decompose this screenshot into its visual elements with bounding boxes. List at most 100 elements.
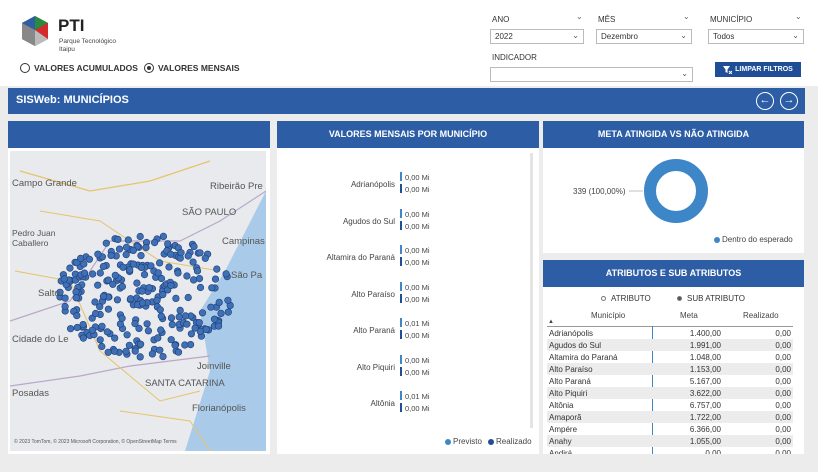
municipality-marker[interactable] [80, 260, 88, 268]
municipality-marker[interactable] [88, 326, 96, 334]
municipality-marker[interactable] [211, 275, 220, 283]
municipality-marker[interactable] [213, 265, 221, 273]
bar-previsto[interactable] [400, 208, 402, 218]
municipality-marker[interactable] [202, 325, 210, 333]
municipality-marker[interactable] [167, 250, 175, 258]
municipality-marker[interactable] [154, 334, 162, 342]
municipality-marker[interactable] [104, 348, 112, 356]
municipality-marker[interactable] [187, 330, 195, 338]
municipio-select[interactable]: Todos ⌄ [708, 29, 804, 44]
municipality-marker[interactable] [94, 281, 102, 289]
municipality-marker[interactable] [123, 331, 131, 339]
ano-select[interactable]: 2022 ⌄ [490, 29, 584, 44]
column-header-realizado[interactable]: Realizado [743, 311, 779, 320]
municipality-marker[interactable] [189, 258, 197, 266]
municipality-marker[interactable] [167, 336, 175, 344]
municipality-marker[interactable] [181, 341, 189, 349]
municipality-marker[interactable] [114, 235, 122, 243]
municipality-marker[interactable] [184, 252, 192, 260]
municipality-marker[interactable] [154, 269, 162, 277]
municipality-marker[interactable] [175, 313, 183, 321]
municipality-marker[interactable] [224, 296, 232, 304]
ano-collapse-chevron-icon[interactable]: ⌄ [576, 12, 583, 21]
municipality-marker[interactable] [91, 298, 99, 306]
option-atributo[interactable]: ATRIBUTO [601, 294, 651, 303]
municipality-marker[interactable] [153, 296, 161, 304]
municipality-marker[interactable] [124, 236, 132, 244]
bar-chart[interactable]: Adrianópolis 0,00 Mi 0,00 Mi Agudos do Su… [277, 148, 539, 453]
municipality-marker[interactable] [142, 243, 150, 252]
municipality-marker[interactable] [88, 270, 97, 278]
table-row[interactable]: Amaporã 1.722,00 0,00 [547, 411, 793, 423]
indicador-select[interactable]: ⌄ [490, 67, 693, 82]
municipality-marker[interactable] [201, 254, 209, 262]
municipality-marker[interactable] [138, 299, 147, 307]
municipality-marker[interactable] [129, 260, 137, 268]
municipality-marker[interactable] [217, 309, 225, 317]
municipality-marker[interactable] [157, 312, 165, 320]
municipality-marker[interactable] [133, 279, 141, 287]
bar-realizado[interactable] [400, 403, 402, 412]
municipality-marker[interactable] [156, 306, 164, 314]
municipality-marker[interactable] [102, 239, 110, 247]
municipality-marker[interactable] [137, 340, 145, 348]
table-row[interactable]: Alto Paraíso 1.153,00 0,00 [547, 363, 793, 375]
municipality-marker[interactable] [115, 245, 124, 253]
municipality-marker[interactable] [113, 296, 121, 304]
municipality-marker[interactable] [66, 264, 74, 272]
municipality-marker[interactable] [196, 249, 204, 257]
municipality-marker[interactable] [98, 342, 106, 351]
bar-previsto[interactable] [400, 245, 402, 254]
option-sub-atributo[interactable]: SUB ATRIBUTO [677, 294, 745, 303]
municipality-marker[interactable] [159, 353, 167, 361]
radio-valores-acumulados[interactable]: VALORES ACUMULADOS [20, 63, 138, 73]
mes-select[interactable]: Dezembro ⌄ [596, 29, 692, 44]
municipality-marker[interactable] [208, 284, 216, 292]
bar-previsto[interactable] [400, 354, 402, 364]
bar-realizado[interactable] [400, 184, 402, 193]
column-header-meta[interactable]: Meta [680, 311, 698, 320]
municipality-marker[interactable] [148, 350, 156, 358]
municipality-marker[interactable] [144, 327, 152, 335]
table-row[interactable]: Alto Paraná 5.167,00 0,00 [547, 375, 793, 387]
municipality-marker[interactable] [172, 294, 180, 302]
municipality-marker[interactable] [159, 291, 167, 299]
bar-previsto[interactable] [400, 391, 402, 400]
bar-realizado[interactable] [400, 366, 402, 376]
municipality-marker[interactable] [159, 232, 167, 240]
map-view[interactable]: Campo Grande Ribeirão Pre SÃO PAULO Pedr… [10, 151, 266, 451]
municipality-marker[interactable] [73, 323, 81, 332]
municipality-marker[interactable] [167, 281, 175, 290]
sort-ascending-icon[interactable]: ▲ [548, 319, 554, 325]
municipality-marker[interactable] [157, 326, 165, 334]
municipality-marker[interactable] [168, 321, 176, 329]
municipality-marker[interactable] [76, 254, 85, 262]
donut-slice[interactable] [644, 159, 708, 223]
municipality-marker[interactable] [104, 276, 112, 284]
municipality-marker[interactable] [177, 249, 185, 257]
mes-collapse-chevron-icon[interactable]: ⌄ [683, 12, 690, 21]
radio-valores-mensais[interactable]: VALORES MENSAIS [144, 63, 240, 73]
municipality-marker[interactable] [131, 347, 139, 355]
municipality-marker[interactable] [99, 292, 107, 300]
municipality-marker[interactable] [174, 269, 182, 277]
municipality-marker[interactable] [156, 259, 164, 267]
bar-realizado[interactable] [400, 330, 402, 339]
municipality-marker[interactable] [137, 263, 145, 271]
table-row[interactable]: Adrianópolis 1.400,00 0,00 [547, 327, 793, 339]
table-row[interactable]: Altônia 6.757,00 0,00 [547, 399, 793, 411]
municipality-marker[interactable] [164, 240, 172, 248]
municipality-marker[interactable] [171, 341, 179, 349]
municipality-marker[interactable] [210, 315, 219, 323]
municipality-marker[interactable] [224, 308, 232, 316]
municipality-marker[interactable] [79, 334, 87, 342]
municipality-marker[interactable] [126, 266, 134, 274]
municipio-collapse-chevron-icon[interactable]: ⌄ [795, 12, 802, 21]
column-header-municipio[interactable]: Município [591, 311, 626, 320]
municipality-marker[interactable] [135, 324, 143, 332]
bar-realizado[interactable] [400, 293, 402, 303]
forward-button[interactable]: → [780, 92, 798, 110]
municipality-marker[interactable] [138, 287, 146, 295]
municipality-marker[interactable] [215, 322, 223, 330]
municipality-marker[interactable] [184, 293, 192, 302]
